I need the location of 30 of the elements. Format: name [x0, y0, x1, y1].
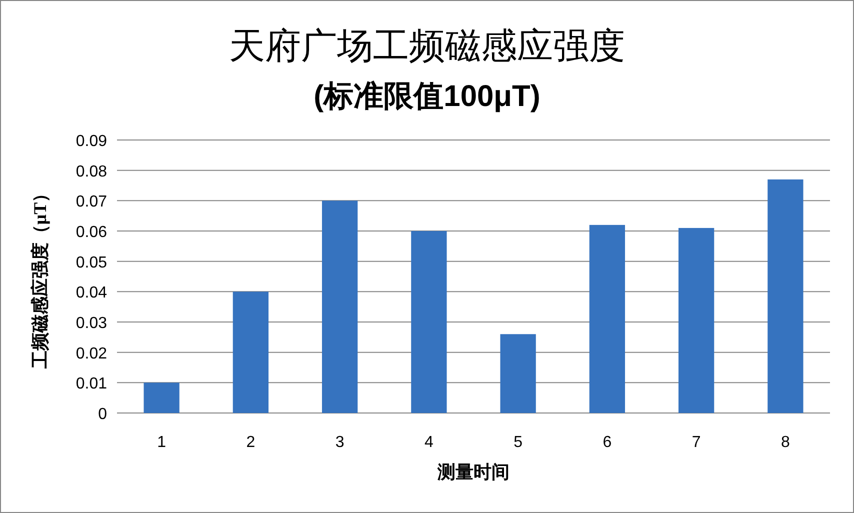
bar: [232, 292, 269, 413]
y-tick-label: 0.06: [76, 224, 108, 241]
y-tick-label: 0.05: [76, 254, 108, 272]
bar: [144, 382, 180, 413]
bar: [589, 224, 626, 413]
bar: [768, 179, 804, 413]
x-tick-label: 4: [424, 434, 434, 451]
chart-subtitle: (标准限值100μT): [314, 80, 540, 113]
y-tick-label: 0.02: [76, 345, 108, 362]
x-tick-label: 2: [246, 434, 256, 451]
bar: [500, 334, 536, 413]
x-tick-label: 5: [514, 434, 523, 451]
chart-title: 天府广场工频磁感应强度: [229, 26, 625, 66]
bar: [322, 200, 358, 413]
x-tick-label: 8: [780, 434, 790, 451]
y-axis-title: 工频磁感应强度（μT）: [30, 184, 50, 370]
y-tick-label: 0.08: [76, 163, 108, 180]
y-tick-label: 0: [98, 406, 108, 423]
y-tick-label: 0.04: [76, 284, 108, 302]
bar: [411, 231, 447, 413]
y-tick-label: 0.09: [76, 133, 108, 150]
x-tick-label: 6: [602, 434, 612, 451]
bar: [678, 228, 714, 413]
x-tick-label: 7: [692, 434, 701, 451]
x-tick-label: 3: [335, 434, 344, 451]
y-tick-label: 0.01: [76, 376, 108, 393]
y-tick-label: 0.07: [76, 194, 108, 211]
x-tick-label: 1: [157, 434, 166, 451]
x-axis-title: 测量时间: [436, 462, 510, 482]
y-tick-label: 0.03: [76, 315, 108, 332]
